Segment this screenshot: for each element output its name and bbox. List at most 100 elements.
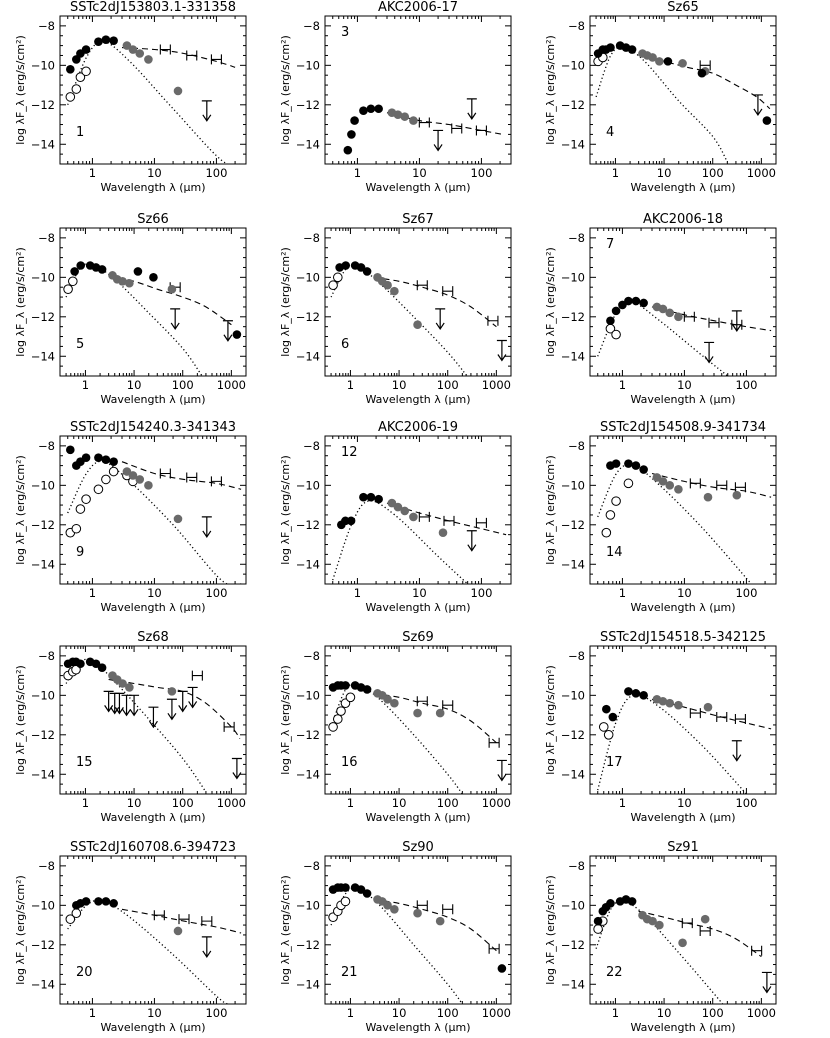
y-axis-label: log λF_λ (erg/s/cm²) [279, 455, 292, 565]
irs-point [125, 278, 134, 288]
x-tick-label: 100 [470, 586, 492, 600]
dereddened-point [328, 722, 338, 732]
irs-point [383, 280, 392, 290]
panel-title: SSTc2dJ154240.3-341343 [70, 420, 236, 435]
irs-point [678, 59, 687, 68]
panel-title: Sz91 [667, 840, 699, 855]
upper-limit-arrow [496, 339, 507, 362]
panel-title: AKC2006-18 [643, 212, 723, 227]
observed-point [606, 43, 615, 52]
y-axis-label: log λF_λ (erg/s/cm²) [544, 35, 557, 145]
error-bar [416, 900, 428, 911]
irs-point [435, 916, 445, 926]
dereddened-point [336, 706, 346, 716]
axis-ticks [59, 855, 247, 1005]
panel-title: Sz69 [402, 630, 434, 645]
sed-panel: Sz91 −8 −10 −12 −14 1 10 100 1000 Wavelength λ (μ… [544, 840, 777, 1034]
y-tick-label: −14 [561, 977, 585, 991]
irs-point [125, 683, 134, 692]
upper-limit-arrow [433, 129, 444, 152]
y-axis-label: log λF_λ (erg/s/cm²) [279, 35, 292, 145]
panel-number: 21 [341, 965, 358, 980]
y-tick-label: −10 [561, 58, 585, 72]
x-axis-label: Wavelength λ (μm) [630, 181, 735, 194]
x-tick-label: 1 [347, 1006, 354, 1020]
x-tick-label: 1 [89, 586, 96, 600]
y-tick-label: −8 [38, 649, 55, 663]
irs-point [703, 492, 713, 502]
x-tick-label: 10 [127, 378, 142, 392]
y-axis-label: log λF_λ (erg/s/cm²) [279, 875, 292, 985]
y-tick-label: −12 [561, 310, 585, 324]
x-axis-label: Wavelength λ (μm) [365, 393, 470, 406]
dereddened-point [603, 730, 614, 740]
panel-data [597, 296, 772, 376]
x-tick-label: 100 [437, 1006, 459, 1020]
irs-point [648, 916, 657, 926]
y-tick-label: −8 [303, 859, 320, 873]
dereddened-point [68, 276, 78, 287]
error-bar [487, 315, 499, 326]
dereddened-point [71, 84, 82, 94]
observed-point [76, 659, 85, 669]
irs-point [393, 110, 403, 119]
error-bar [416, 696, 428, 707]
error-bar [186, 50, 198, 61]
panel-title: Sz67 [402, 212, 434, 227]
observed-point [631, 461, 641, 470]
x-tick-label: 100 [205, 586, 227, 600]
y-axis-label: log λF_λ (erg/s/cm²) [544, 875, 557, 985]
y-tick-label: −14 [561, 137, 585, 151]
observed-point [624, 687, 633, 696]
observed-point [350, 116, 359, 125]
y-axis-label: log λF_λ (erg/s/cm²) [279, 665, 292, 775]
x-tick-label: 10 [677, 586, 692, 600]
irs-point [409, 116, 418, 125]
y-tick-label: −8 [303, 649, 320, 663]
x-tick-label: 100 [702, 1006, 724, 1020]
x-tick-label: 100 [437, 796, 459, 810]
x-tick-label: 100 [172, 796, 194, 810]
observed-point [762, 116, 772, 125]
dereddened-point [101, 474, 111, 485]
irs-point [393, 502, 403, 512]
dereddened-point [605, 510, 616, 520]
y-tick-label: −12 [31, 98, 55, 112]
irs-point [390, 904, 399, 914]
y-tick-label: −10 [561, 898, 585, 912]
y-tick-label: −8 [568, 231, 585, 245]
dereddened-point [623, 478, 634, 489]
plot-frame [324, 645, 512, 795]
observed-point [639, 298, 648, 308]
dereddened-point [63, 284, 73, 294]
y-tick-label: −14 [31, 767, 55, 781]
irs-point [144, 55, 153, 64]
plot-frame [589, 855, 777, 1005]
observed-point [611, 306, 621, 316]
axis-ticks [324, 227, 512, 377]
panel-number: 9 [76, 545, 84, 560]
y-tick-label: −12 [31, 310, 55, 324]
y-tick-label: −14 [31, 137, 55, 151]
y-tick-label: −14 [31, 349, 55, 363]
error-bar [159, 44, 171, 55]
dereddened-point [328, 280, 338, 291]
irs-point [128, 45, 138, 54]
disk-model-line [386, 112, 503, 135]
observed-point [94, 897, 103, 906]
irs-point [135, 475, 145, 484]
y-tick-label: −8 [38, 439, 55, 453]
upper-limit-arrow [222, 320, 233, 342]
disk-model-line [121, 47, 236, 68]
y-tick-label: −14 [31, 557, 55, 571]
y-tick-label: −14 [296, 349, 320, 363]
error-bar [223, 721, 235, 732]
photosphere-line [65, 263, 203, 376]
sed-panel: Sz90 −8 −10 −12 −14 1 10 100 1000 Wavelength λ (μ… [279, 840, 512, 1034]
upper-limit-arrow [170, 308, 181, 330]
irs-point [128, 471, 138, 480]
y-tick-label: −8 [568, 649, 585, 663]
x-tick-label: 1 [354, 586, 361, 600]
y-tick-label: −10 [31, 898, 55, 912]
x-tick-label: 100 [437, 378, 459, 392]
